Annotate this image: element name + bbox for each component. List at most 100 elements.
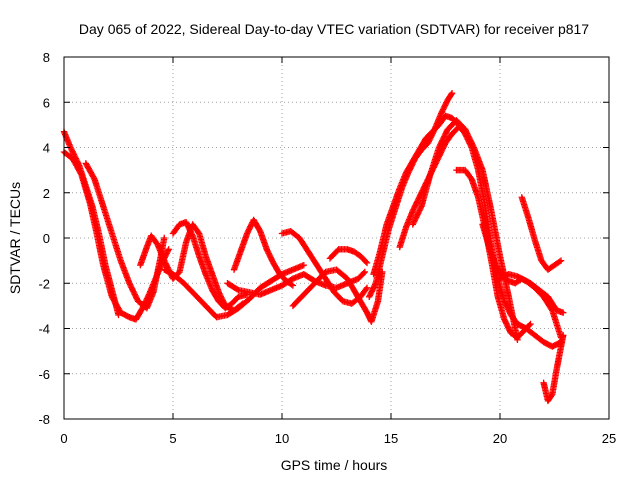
data-point [409,221,416,228]
data-point [468,140,476,147]
data-point [195,228,202,236]
data-point [441,131,449,139]
data-point [360,269,367,277]
data-point [413,212,421,220]
data-point [132,293,140,301]
y-tick-label: -2 [38,276,50,291]
chart-title: Day 065 of 2022, Sidereal Day-to-day VTE… [79,21,589,37]
data-point [465,133,472,140]
data-point [161,258,169,266]
x-tick-label: 25 [602,431,616,446]
series-track-5 [169,218,251,312]
data-point [556,258,563,265]
data-point [414,211,421,218]
data-point [560,332,567,339]
data-point [70,151,78,158]
data-point [435,144,443,151]
data-point [130,289,138,297]
data-point [437,141,444,148]
data-point [69,148,76,155]
data-point [441,133,448,140]
y-tick-label: -4 [38,322,50,337]
series-track-9 [278,228,371,307]
data-point [362,285,370,293]
series-track-10 [289,266,386,325]
series-track-3 [82,160,168,312]
series-track-11 [326,246,371,267]
data-point [133,295,140,302]
series-track-8 [230,216,297,289]
data-point [361,268,369,276]
data-point [371,281,379,288]
grid-lines [64,57,609,419]
data-point [467,137,474,144]
data-point [162,260,169,267]
data-point [127,282,134,290]
x-tick-label: 20 [493,431,507,446]
data-point [464,131,472,139]
data-point [70,149,77,157]
data-point [128,285,136,293]
data-point [416,207,423,214]
series-track-6 [161,261,307,321]
data-point [363,284,371,291]
data-point [130,288,137,295]
tick-marks [63,56,610,420]
data-point [129,287,136,294]
data-point [362,258,370,265]
data-point [439,137,446,144]
y-tick-label: 4 [43,141,50,156]
x-tick-label: 5 [169,431,176,446]
series-track-2 [60,148,172,323]
data-point [412,214,420,221]
y-tick-label: -6 [38,367,50,382]
data-point [90,174,97,182]
x-axis-label: GPS time / hours [281,457,388,473]
data-point [416,205,424,213]
data-point [161,257,168,264]
data-point [469,142,477,150]
series-track-20 [540,332,567,405]
y-tick-labels: -8 -6 -4 -2 0 2 4 6 8 [38,50,50,427]
series-track-15 [409,117,521,344]
data-point [68,147,76,154]
data-point [289,282,297,289]
data-point [411,217,419,224]
data-point [469,141,476,148]
data-point [417,204,425,211]
data-point [161,234,168,242]
data-point [439,135,447,143]
data-point [448,90,456,97]
data-point [410,219,417,227]
x-tick-label: 0 [60,431,67,446]
x-tick-label: 10 [275,431,289,446]
data-point [68,145,75,153]
data-point [77,170,84,177]
data-point [379,268,386,276]
y-axis-label: SDTVAR / TECUs [7,182,23,294]
data-point [560,309,567,316]
data-point [126,281,134,288]
y-tick-label: 8 [43,50,50,65]
data-point [465,134,473,141]
data-point [436,142,443,150]
data-point [467,138,475,146]
data-point [164,247,172,254]
data-point [443,128,450,136]
data-point [557,257,565,264]
data-point [131,291,138,298]
data-point [363,259,371,267]
x-tick-label: 15 [384,431,398,446]
data-point [126,280,133,287]
data-point [466,135,474,143]
series-track-19 [518,194,565,273]
data-point [448,91,455,98]
data-point [128,284,135,291]
data-point [463,130,471,137]
data-point [410,218,418,225]
data-point [463,128,470,136]
data-point [288,281,295,288]
data-point [526,321,533,329]
data-point [165,246,172,253]
y-tick-label: 2 [43,186,50,201]
